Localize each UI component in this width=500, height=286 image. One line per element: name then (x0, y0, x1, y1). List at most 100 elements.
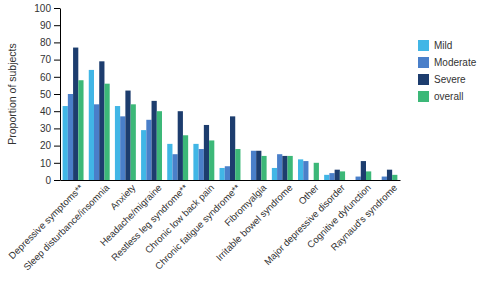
bar (256, 151, 261, 180)
y-tick-label: 80 (40, 37, 52, 48)
bar (63, 106, 68, 180)
y-axis-line (60, 9, 61, 181)
x-tick-label: Sleep disturbance/insomnia (21, 181, 112, 272)
bar (366, 171, 371, 180)
bar (329, 173, 334, 180)
bar (350, 180, 355, 181)
y-axis-title: Proportion of subjects (6, 43, 18, 145)
bar (193, 144, 198, 180)
bar (125, 91, 130, 180)
y-tick-label: 70 (40, 54, 52, 65)
y-tick-label: 10 (40, 158, 52, 169)
series (73, 48, 392, 180)
bar (99, 61, 104, 180)
bar (261, 156, 266, 180)
x-axis-line (61, 180, 401, 181)
bar (392, 175, 397, 180)
bar (89, 70, 94, 180)
plot: 0 10 20 30 40 50 60 70 80 90 100 Depressive symptom… (6, 3, 400, 273)
y-tick-mark (54, 8, 60, 9)
y-tick-label: 90 (40, 20, 52, 31)
y-tick: 100 (34, 3, 60, 14)
bar (382, 177, 387, 180)
y-tick-label: 0 (45, 175, 51, 186)
y-tick: 80 (40, 37, 60, 48)
legend-label: Mild (434, 40, 452, 51)
bar (387, 170, 392, 180)
legend-swatch (418, 57, 429, 68)
bar (152, 101, 157, 180)
bar (230, 116, 235, 180)
y-tick-label: 50 (40, 89, 52, 100)
bar (335, 170, 340, 180)
bar (324, 175, 329, 180)
bar (94, 104, 99, 180)
x-tick: Raynaud's syndrome (328, 180, 399, 253)
legend-label: Moderate (434, 57, 477, 68)
y-tick: 70 (40, 54, 60, 65)
bar (361, 161, 366, 180)
bar (277, 154, 282, 180)
legend-swatch (418, 74, 429, 85)
legend-item: overall (418, 91, 463, 102)
y-tick-mark (54, 180, 60, 181)
bar (104, 84, 109, 180)
bar (199, 149, 204, 180)
y-tick-mark (54, 128, 60, 129)
y-tick-label: 60 (40, 72, 52, 83)
bar (376, 180, 381, 181)
y-tick: 90 (40, 20, 60, 31)
bar (340, 171, 345, 180)
bar (209, 140, 214, 180)
bar (141, 130, 146, 180)
bar (183, 135, 188, 180)
legend-swatch (418, 40, 429, 51)
series (78, 80, 397, 180)
bar (356, 177, 361, 180)
legend-item: Severe (418, 74, 466, 85)
y-tick-label: 30 (40, 123, 52, 134)
y-tick: 20 (40, 140, 60, 151)
bar (303, 161, 308, 180)
bar (178, 111, 183, 180)
y-tick-mark (54, 25, 60, 26)
bar (157, 111, 162, 180)
bar (314, 163, 319, 180)
bar (288, 156, 293, 180)
y-tick: 60 (40, 72, 60, 83)
bar (272, 168, 277, 180)
legend: Mild Moderate Severe overall (418, 40, 477, 102)
x-axis: Depressive symptoms**Sleep disturbance/i… (6, 180, 400, 272)
y-axis: 0 10 20 30 40 50 60 70 80 90 100 (34, 3, 60, 186)
x-tick: Sleep disturbance/insomnia (21, 180, 112, 272)
y-tick: 10 (40, 158, 60, 169)
y-tick-label: 100 (34, 3, 51, 14)
bar (298, 159, 303, 180)
y-tick-mark (54, 42, 60, 43)
y-tick-mark (54, 77, 60, 78)
chart: 0 10 20 30 40 50 60 70 80 90 100 Depressive symptom… (0, 0, 500, 286)
y-tick-mark (54, 163, 60, 164)
bar (120, 116, 125, 180)
legend-label: overall (434, 91, 463, 102)
y-tick-label: 20 (40, 140, 52, 151)
bar (204, 125, 209, 180)
x-tick: Other (296, 180, 321, 207)
y-tick: 40 (40, 106, 60, 117)
x-tick-label: Raynaud's syndrome (328, 182, 399, 253)
bar (308, 180, 313, 181)
series (68, 94, 387, 180)
y-tick-mark (54, 94, 60, 95)
legend-label: Severe (434, 74, 466, 85)
bar (115, 106, 120, 180)
bar (282, 156, 287, 180)
y-tick-mark (54, 111, 60, 112)
bar (78, 80, 83, 180)
y-tick-mark (54, 60, 60, 61)
legend-item: Moderate (418, 57, 477, 68)
bar (73, 48, 78, 180)
bar (251, 151, 256, 180)
bar (131, 104, 136, 180)
y-tick-label: 40 (40, 106, 52, 117)
y-tick: 50 (40, 89, 60, 100)
